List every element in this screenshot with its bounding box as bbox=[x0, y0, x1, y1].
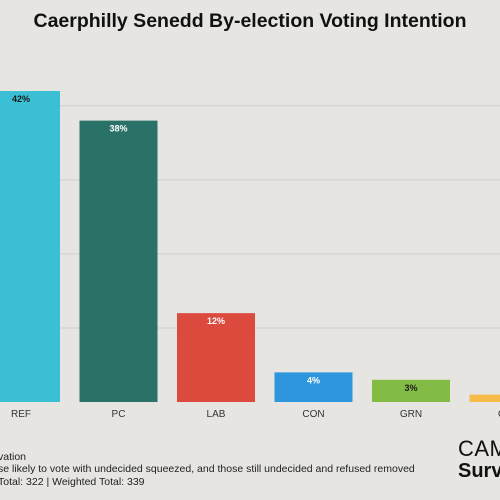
footnote-line-2: se likely to vote with undecided squeeze… bbox=[0, 463, 415, 475]
data-label-con: 4% bbox=[307, 375, 320, 385]
bar-pc bbox=[79, 120, 158, 402]
data-label-pc: 38% bbox=[109, 124, 127, 134]
data-label-ref: 42% bbox=[12, 94, 30, 104]
footnote-line-1: vation bbox=[0, 451, 27, 463]
x-tick-labels-group: REF PC LAB CON GRN OTH bbox=[11, 409, 500, 420]
bar-oth bbox=[469, 394, 500, 402]
x-tick-con: CON bbox=[302, 409, 324, 420]
logo-text-bottom: Surv bbox=[458, 460, 500, 482]
data-labels-group: 42% 38% 12% 4% 3% bbox=[12, 94, 418, 393]
gridlines bbox=[0, 105, 500, 329]
x-tick-ref: REF bbox=[11, 409, 31, 420]
bar-ref bbox=[0, 91, 60, 402]
chart-title: Caerphilly Senedd By-election Voting Int… bbox=[33, 10, 467, 32]
bar-con bbox=[274, 372, 353, 402]
footnote-line-3: Total: 322 | Weighted Total: 339 bbox=[0, 476, 145, 488]
x-tick-lab: LAB bbox=[207, 409, 226, 420]
bar-grn bbox=[372, 379, 450, 402]
logo-text-top: CAM bbox=[458, 436, 500, 461]
bars-group bbox=[0, 91, 500, 402]
x-tick-oth: OTH bbox=[498, 409, 500, 420]
data-label-lab: 12% bbox=[207, 316, 225, 326]
x-tick-grn: GRN bbox=[400, 409, 422, 420]
bar-lab bbox=[177, 313, 255, 402]
x-tick-pc: PC bbox=[112, 409, 126, 420]
data-label-grn: 3% bbox=[404, 383, 417, 393]
